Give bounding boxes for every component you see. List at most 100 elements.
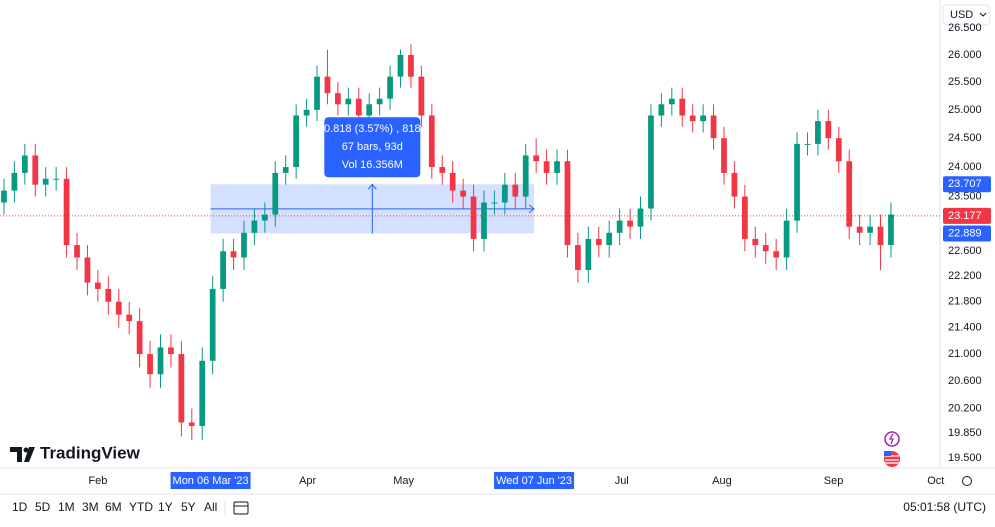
candle-body [157,347,164,375]
candle-body [241,232,247,258]
x-tick-label: Oct [927,475,944,487]
candle-body [595,238,602,246]
candle-body [543,161,550,173]
candle-body [397,54,404,77]
time-label-bg [494,472,575,489]
price-label-bg [943,225,991,242]
y-tick-label: 20.600 [948,375,982,387]
candle-body [648,115,654,209]
measure-tooltip: 0.818 (3.57%) , 818 67 bars, 93d Vol 16.35… [324,117,421,178]
candle-body [220,251,226,289]
candle-body [554,161,560,173]
candle-body [460,190,466,197]
range-button[interactable]: All [204,500,217,514]
logo: TradingView [10,443,141,462]
range-button[interactable]: YTD [129,500,153,514]
candle-body [21,155,28,173]
range-button[interactable]: 1Y [158,500,173,514]
candle-body [794,143,800,221]
candle-body [293,115,300,168]
candle-body [95,282,101,289]
candle-body [616,220,623,233]
price-label-bg [943,207,991,224]
candle-body [42,178,49,185]
candle-body [439,167,446,173]
logo-dot [23,447,29,453]
candle-body [825,121,832,139]
clock: 05:01:58 (UTC) [903,500,986,514]
tooltip-line: 0.818 (3.57%) , 818 [324,123,421,135]
x-tick-label: Jul [615,475,629,487]
currency-caret [979,12,987,17]
candle-body [74,245,80,258]
y-tick-label: 25.000 [948,104,982,116]
candle-body [731,172,738,197]
price-label: 22.889 [948,227,982,239]
candle-body [533,155,540,162]
candle-body [721,138,727,173]
y-tick-label: 23.500 [948,190,982,202]
candle-body [867,226,873,233]
y-tick-label: 20.200 [948,402,982,414]
candle-body [564,161,571,246]
candle-body [376,98,383,105]
candle-body [846,161,853,227]
y-tick-label: 25.500 [948,76,982,88]
tooltip-line: 67 bars, 93d [342,141,403,153]
candle-body [658,104,665,116]
candle-body [585,238,592,270]
candle-body [428,115,435,168]
candle-body [366,104,373,116]
candle-body [773,251,780,258]
y-tick-label: 22.600 [948,245,982,257]
currency[interactable]: USD [950,9,973,21]
candle-body [888,214,894,246]
candle-body [387,76,393,99]
range-button[interactable]: 5D [35,500,51,514]
candle-body [168,347,174,355]
candle-body [762,245,769,252]
candle-body [783,220,790,258]
candle-body [272,172,279,215]
candle-body [53,178,60,180]
candle-body [105,288,112,302]
x-tick-label: Feb [88,475,107,487]
candle-body [470,196,477,239]
candle-body [679,98,686,116]
candle-body [136,321,143,355]
range-button[interactable]: 6M [105,500,122,514]
y-tick-label: 24.500 [948,132,982,144]
candle-body [335,93,341,105]
candle-body [251,220,258,233]
logo-text: TradingView [40,443,141,462]
range-button[interactable]: 1D [12,500,28,514]
calendar-icon[interactable] [233,501,249,515]
currency-button[interactable] [942,4,991,26]
candle-body [804,143,811,145]
y-tick-label: 22.200 [948,270,982,282]
range-button[interactable]: 1M [58,500,75,514]
candle-body [32,155,39,185]
candle-body [689,115,696,122]
range-button[interactable]: 5Y [181,500,196,514]
candle-body [63,178,70,246]
range-button[interactable]: 3M [82,500,99,514]
candle-body [408,54,414,77]
x-tick-label: May [393,475,414,487]
candle-body [355,98,362,116]
tooltip-line: Vol 16.356M [342,159,403,171]
candle-body [345,98,352,105]
settings-icon[interactable] [962,476,972,486]
x-tick-label: Aug [712,475,732,487]
candle-body [481,202,487,239]
y-tick-label: 24.000 [948,161,982,173]
candle-body [856,226,863,233]
candle-body [752,238,759,246]
candle-body [84,257,91,283]
candle-body [835,138,842,162]
y-tick-label: 21.000 [948,348,982,360]
y-tick-label: 21.400 [948,322,982,334]
flag-canton [884,451,891,456]
price-label: 23.707 [948,178,982,190]
